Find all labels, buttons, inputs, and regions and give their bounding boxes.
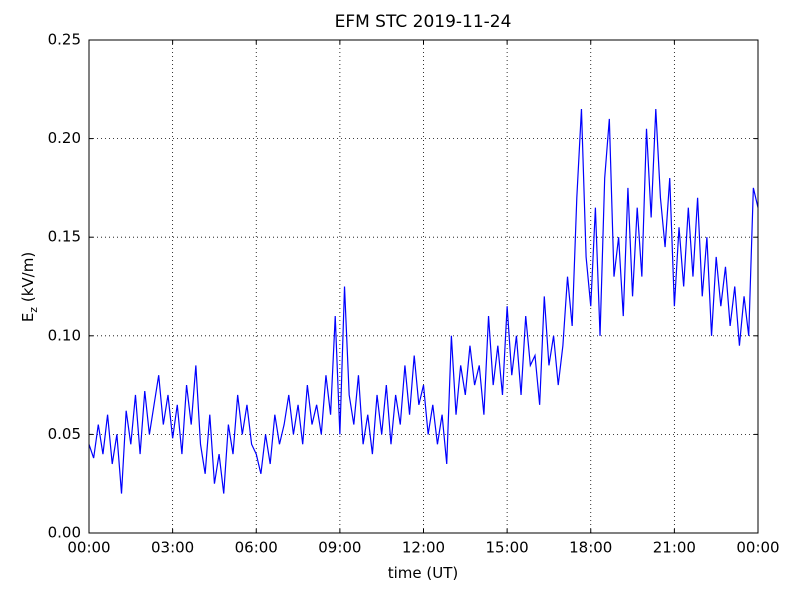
y-label-sub: z (27, 307, 40, 313)
y-tick-label: 0.20 (48, 129, 81, 147)
x-tick-label: 12:00 (402, 539, 445, 557)
x-tick-label: 00:00 (736, 539, 779, 557)
x-tick-label: 15:00 (486, 539, 529, 557)
y-tick-label: 0.10 (48, 326, 81, 344)
x-tick-label: 00:00 (67, 539, 110, 557)
y-tick-label: 0.15 (48, 228, 81, 246)
x-tick-label: 21:00 (653, 539, 696, 557)
y-label-part: (kV/m) (19, 252, 37, 307)
y-tick-label: 0.05 (48, 425, 81, 443)
x-tick-label: 18:00 (569, 539, 612, 557)
y-tick-label: 0.25 (48, 31, 81, 49)
x-tick-label: 03:00 (151, 539, 194, 557)
x-tick-label: 09:00 (318, 539, 361, 557)
plot-frame (88, 39, 759, 534)
y-axis-label: Ez (kV/m) (19, 252, 40, 322)
x-tick-label: 06:00 (235, 539, 278, 557)
x-axis-label: time (UT) (388, 564, 459, 582)
data-line (88, 108, 759, 494)
y-label-part: E (19, 313, 37, 322)
chart-title: EFM STC 2019-11-24 (335, 12, 512, 32)
y-tick-label: 0.00 (48, 524, 81, 542)
